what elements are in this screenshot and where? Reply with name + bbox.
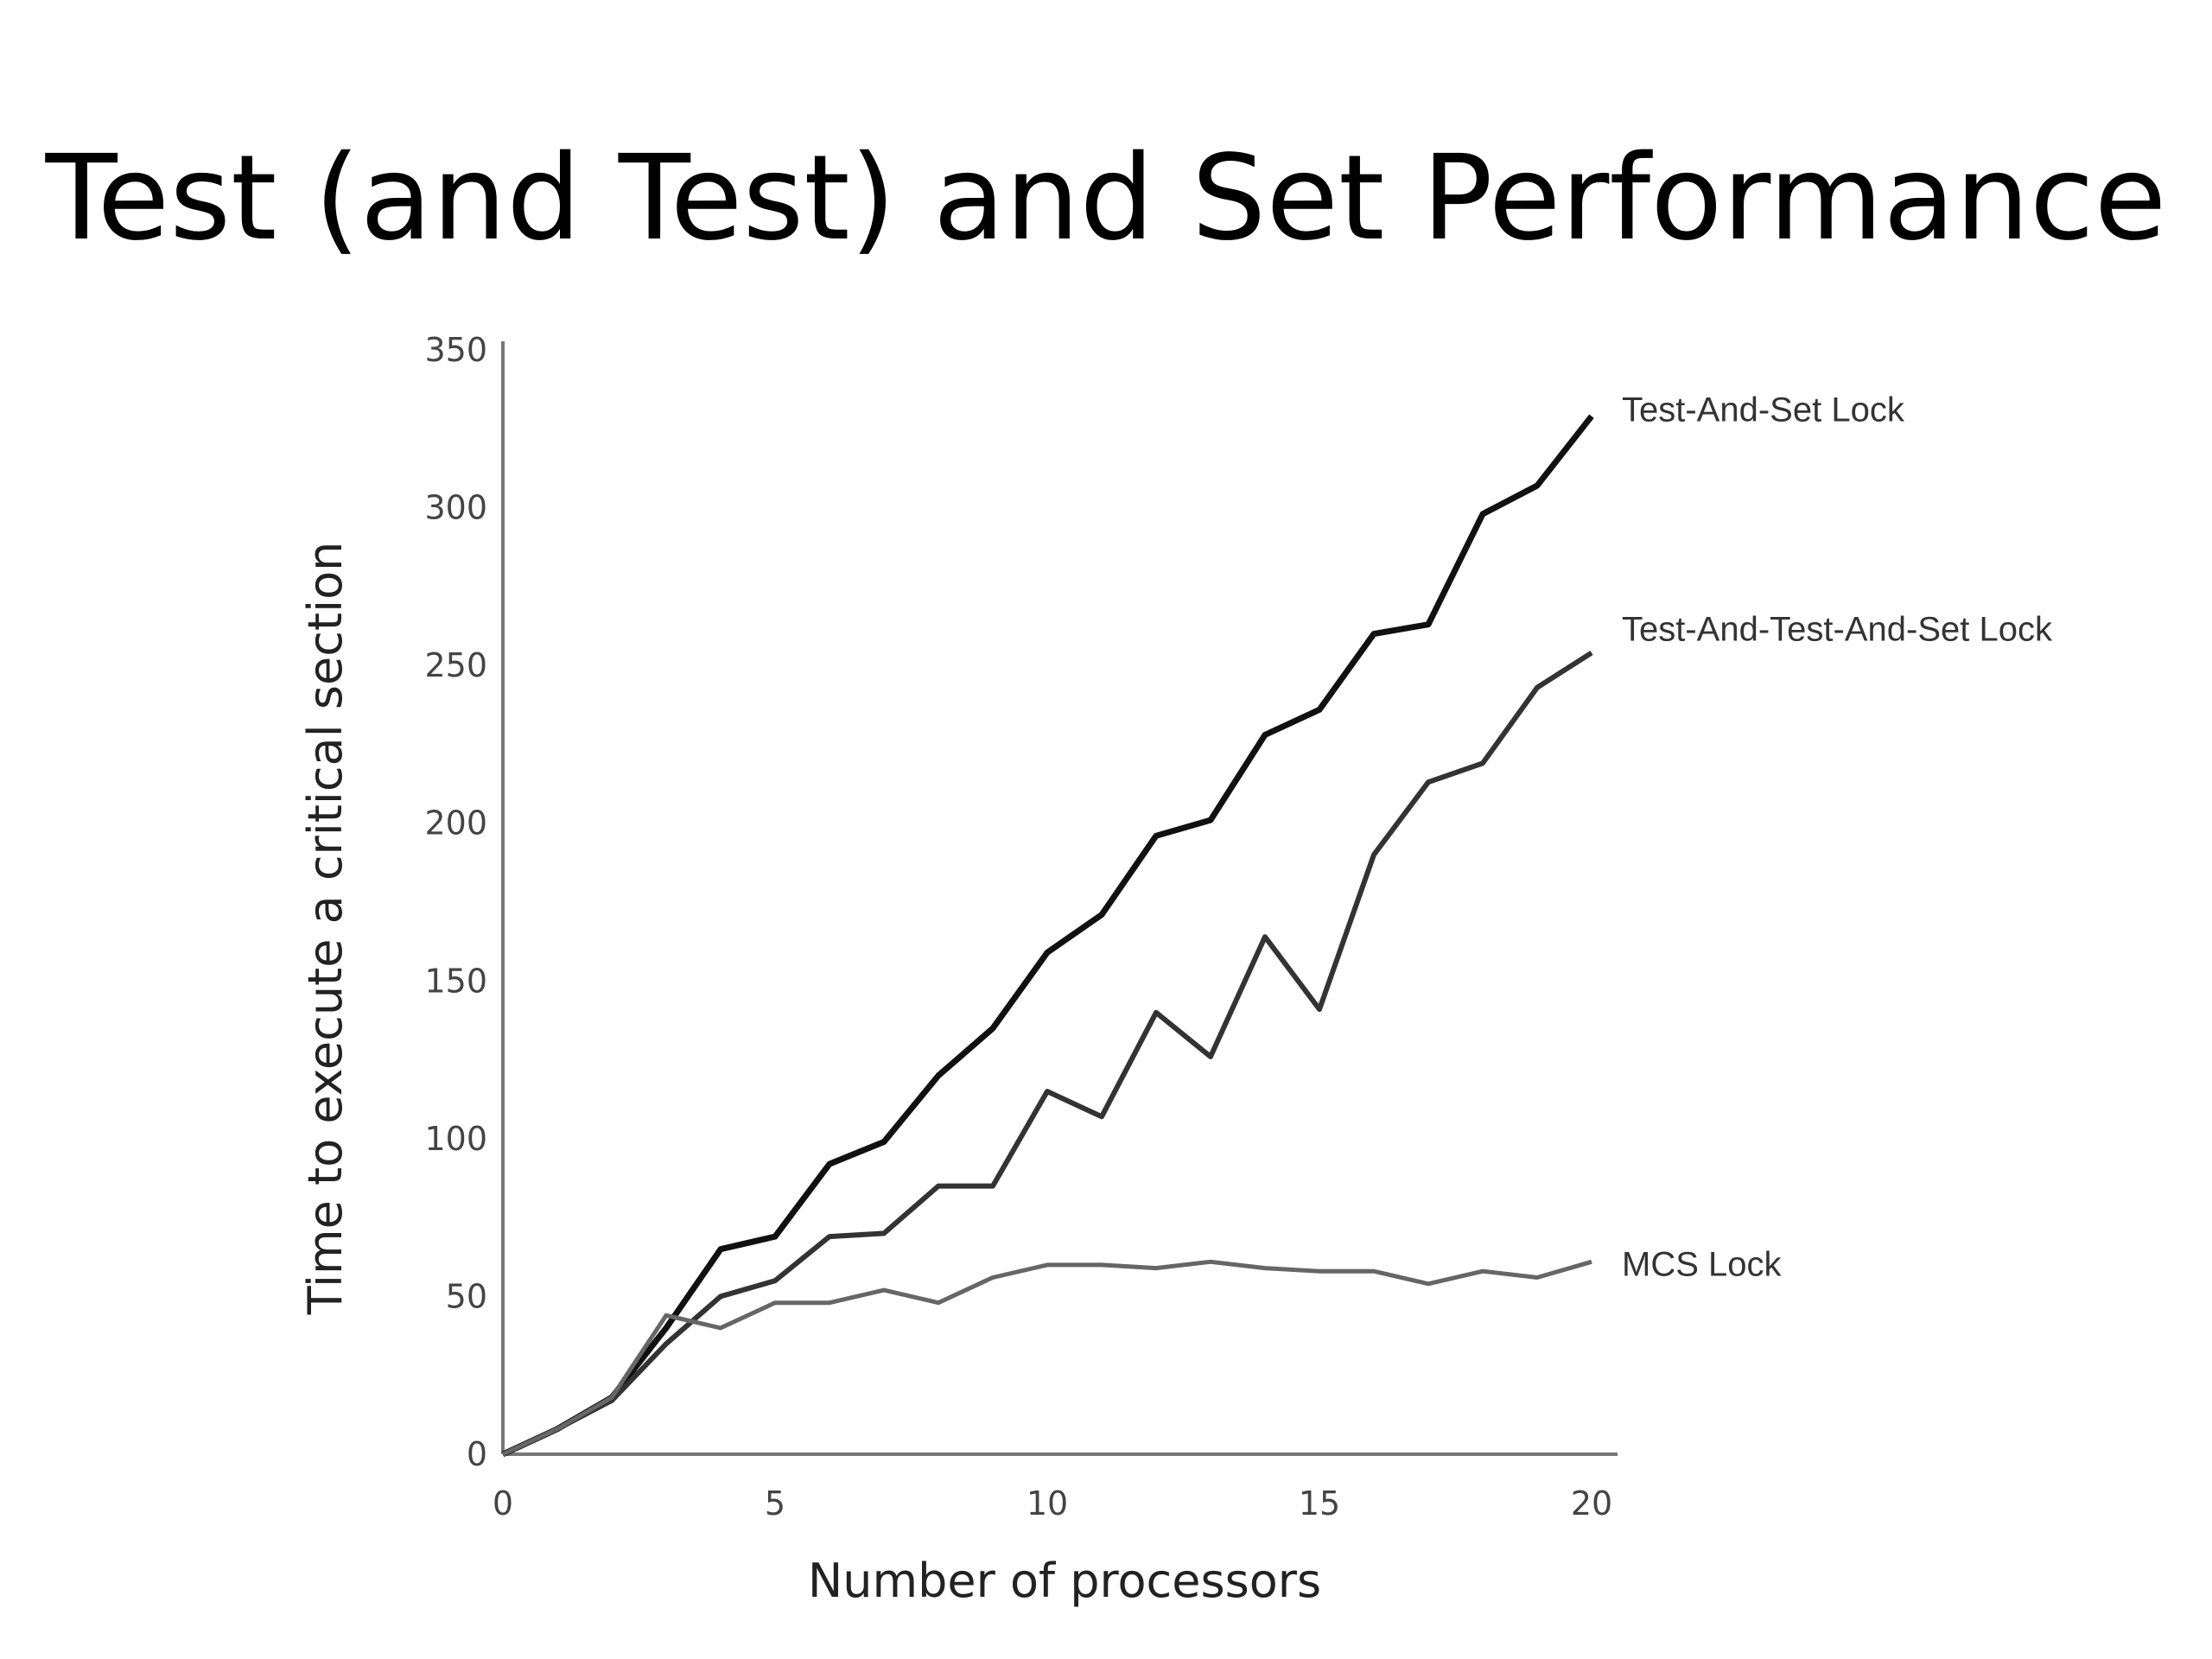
series-lines — [501, 414, 1594, 1458]
series-label-1: Test-And-Set Lock — [1622, 391, 1905, 429]
series-labels: Test-And-Set Lock Test-And-Test-And-Set L… — [1622, 391, 2053, 1284]
x-axis-title: Number of processors — [808, 1554, 1321, 1608]
y-tick-label: 250 — [424, 646, 487, 684]
y-tick-label: 350 — [424, 331, 487, 369]
series-line-2 — [501, 650, 1593, 1457]
x-tick-label: 5 — [765, 1484, 785, 1522]
series-label-2: Test-And-Test-And-Set Lock — [1622, 611, 2053, 649]
x-tick-label: 20 — [1571, 1484, 1612, 1522]
series-label-3: MCS Lock — [1622, 1245, 1782, 1283]
y-tick-label: 200 — [424, 804, 487, 842]
x-tick-labels: 0 5 10 15 20 — [493, 1484, 1612, 1522]
y-tick-label: 0 — [467, 1435, 487, 1473]
slide-title: Test (and Test) and Set Performance — [45, 130, 2167, 267]
x-tick-label: 10 — [1027, 1484, 1068, 1522]
y-axis-title: Time to execute a critical section — [298, 542, 353, 1316]
y-tick-label: 100 — [424, 1120, 487, 1158]
series-line-1 — [501, 414, 1594, 1458]
chart-axes — [501, 341, 1618, 1456]
y-tick-label: 300 — [424, 489, 487, 527]
y-tick-label: 150 — [424, 962, 487, 1000]
y-tick-label: 50 — [446, 1277, 487, 1315]
x-tick-label: 15 — [1299, 1484, 1340, 1522]
series-line-3 — [501, 1259, 1592, 1457]
x-tick-label: 0 — [493, 1484, 513, 1522]
y-tick-labels: 0 50 100 150 200 250 300 350 — [424, 331, 487, 1473]
